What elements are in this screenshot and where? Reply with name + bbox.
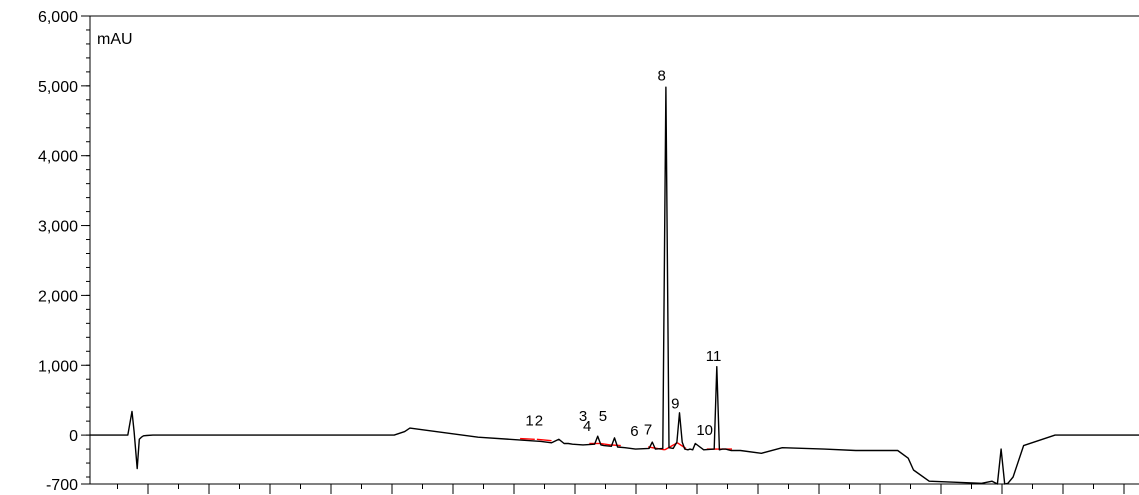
baseline-segment: [536, 438, 552, 442]
y-unit-label: mAU: [97, 31, 133, 48]
y-tick-label: 4,000: [38, 149, 78, 166]
baseline-segment: [520, 437, 535, 440]
y-tick-label: 3,000: [38, 219, 78, 236]
y-tick-label: 1,000: [38, 358, 78, 375]
peak-label-11: 11: [706, 348, 722, 365]
y-tick-label: 2,000: [38, 288, 78, 305]
axes: 6,000 5,000 4,000 3,000 2,000 1,000 0 -700: [38, 9, 1139, 494]
y-tick-label: 5,000: [38, 79, 78, 96]
peak-label-3: 3: [579, 408, 587, 425]
baseline-segment: [599, 442, 611, 446]
peak-label-4: 4: [583, 418, 591, 435]
peak-label-1: 1: [525, 412, 533, 429]
y-tick-label: -700: [46, 477, 78, 494]
signal-trace: [90, 86, 1139, 485]
y-tick-label: 0: [69, 428, 78, 445]
y-tick-label: 6,000: [38, 9, 78, 26]
chromatogram-trace: [90, 86, 1139, 485]
peak-label-6: 6: [630, 423, 638, 440]
peak-label-9: 9: [671, 396, 679, 413]
peak-label-10: 10: [696, 422, 713, 439]
peak-label-2: 2: [535, 412, 543, 429]
peak-label-8: 8: [658, 67, 666, 84]
peak-label-7: 7: [644, 421, 652, 438]
peak-label-5: 5: [599, 408, 607, 425]
